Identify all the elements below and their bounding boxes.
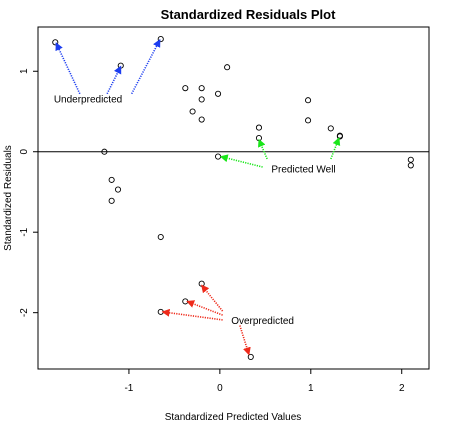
annotation-arrow: [161, 308, 223, 321]
y-tick-label: 1: [19, 68, 30, 74]
x-tick-label: 1: [308, 383, 314, 394]
data-point: [214, 90, 222, 97]
y-tick-label: -2: [19, 308, 30, 317]
data-point: [255, 134, 263, 142]
annotation-arrow: [106, 65, 122, 95]
data-point: [407, 156, 414, 163]
annotation-arrow: [130, 38, 161, 95]
x-tick-label: 0: [217, 383, 223, 394]
y-axis-label: Standardized Residuals: [3, 145, 14, 251]
data-point: [108, 176, 115, 183]
annotations: Underpredicted Predicted Well Overpredicte…: [54, 38, 341, 356]
data-point: [198, 85, 205, 92]
annotation-label: Underpredicted: [54, 95, 122, 106]
annotation-arrow: [201, 284, 224, 312]
data-point: [114, 186, 122, 193]
data-point: [101, 148, 108, 155]
chart-title: Standardized Residuals Plot: [161, 7, 336, 22]
data-point: [255, 124, 263, 131]
annotation-arrow: [55, 42, 81, 95]
data-point: [108, 197, 115, 204]
data-point: [327, 125, 334, 132]
plot-frame: [37, 26, 430, 370]
y-axis: -2 -1 0 1: [19, 68, 38, 317]
annotation-arrow: [219, 154, 263, 168]
x-axis: -1 0 1 2: [124, 369, 405, 394]
data-point: [198, 96, 205, 103]
data-point: [214, 153, 222, 160]
x-tick-label: 2: [399, 383, 405, 394]
data-points: [52, 36, 414, 360]
annotation-label: Predicted Well: [271, 165, 335, 176]
annotation-label: Overpredicted: [231, 316, 294, 327]
annotation-arrow: [258, 138, 268, 160]
y-tick-label: 0: [19, 149, 30, 155]
y-tick-label: -1: [19, 227, 30, 236]
data-point: [198, 116, 205, 123]
data-point: [182, 85, 189, 92]
data-point: [182, 298, 189, 305]
annotation-arrow: [330, 137, 341, 160]
annotation-arrow: [239, 325, 251, 356]
data-point: [157, 233, 164, 241]
x-tick-label: -1: [124, 383, 133, 394]
data-point: [157, 36, 164, 43]
data-point: [52, 39, 59, 46]
data-point: [224, 64, 231, 71]
annotation-arrow: [186, 300, 223, 316]
data-point: [305, 117, 312, 124]
data-point: [198, 280, 205, 287]
data-point: [305, 97, 312, 104]
x-axis-label: Standardized Predicted Values: [165, 412, 302, 423]
data-point: [247, 353, 254, 360]
data-point: [189, 108, 196, 115]
data-point: [407, 162, 414, 169]
